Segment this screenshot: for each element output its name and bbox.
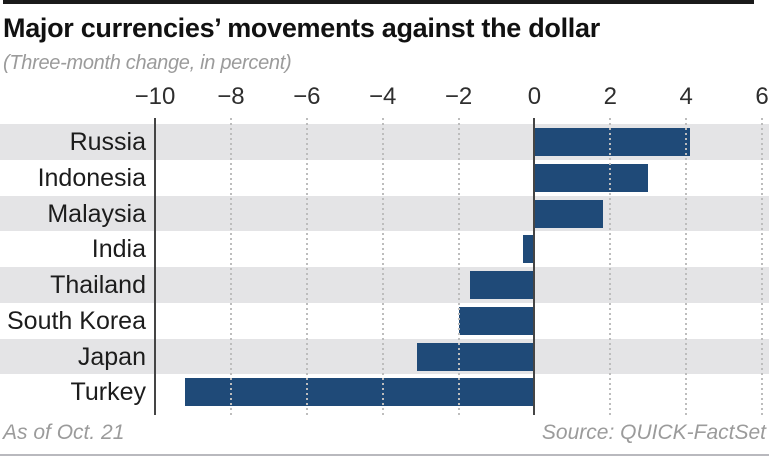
value-bar — [534, 128, 690, 156]
chart-row: India — [0, 231, 769, 267]
chart-row: Indonesia — [0, 160, 769, 196]
chart-subtitle: (Three-month change, in percent) — [3, 52, 292, 74]
x-tick-label: 6 — [755, 83, 769, 110]
country-label: Indonesia — [37, 163, 146, 192]
country-label: India — [91, 235, 146, 264]
country-label: South Korea — [7, 306, 146, 335]
chart-row: Malaysia — [0, 195, 769, 232]
top-accent-bar — [3, 0, 754, 4]
chart-rows: Russia Indonesia Malaysia India Thailand Sout… — [0, 124, 769, 410]
chart-row: Turkey — [0, 374, 769, 410]
chart-row: Japan — [0, 338, 769, 375]
value-bar — [534, 163, 649, 192]
chart-canvas: Russia Indonesia Malaysia India Thailand Sout… — [0, 118, 769, 415]
country-label: Japan — [77, 342, 146, 371]
chart-footer: As of Oct. 21 Source: QUICK-FactSet — [3, 421, 766, 449]
gridline — [229, 118, 232, 415]
bottom-rule — [0, 454, 769, 456]
value-bar — [534, 199, 603, 228]
chart-row: South Korea — [0, 303, 769, 339]
value-bar — [185, 378, 535, 407]
gridline — [381, 118, 384, 415]
country-label: Thailand — [50, 271, 146, 299]
source-note: Source: QUICK-FactSet — [541, 421, 766, 444]
country-label: Russia — [69, 128, 146, 156]
x-tick-label: −4 — [368, 83, 397, 110]
value-bar — [469, 271, 535, 299]
x-tick-label: −8 — [217, 83, 245, 110]
x-tick-label: −6 — [293, 83, 321, 110]
country-label: Turkey — [70, 378, 146, 407]
x-tick-label: 0 — [527, 83, 542, 110]
gridline — [457, 118, 460, 415]
value-bar — [522, 235, 535, 264]
x-tick-label: −10 — [134, 83, 176, 110]
y-axis-line — [154, 118, 156, 415]
chart-row: Thailand — [0, 267, 769, 303]
x-axis-tick-labels: −10 −8 −6 −4 −2 0 2 4 6 — [0, 82, 769, 112]
value-bar — [458, 306, 535, 335]
gridline — [305, 118, 308, 415]
x-tick-label: −2 — [444, 83, 473, 110]
zero-baseline — [533, 118, 536, 415]
chart-row: Russia — [0, 124, 769, 160]
x-tick-label: 4 — [679, 83, 693, 110]
country-label: Malaysia — [47, 199, 146, 228]
gridline — [685, 118, 688, 415]
gridline — [761, 118, 763, 415]
chart-title: Major currencies’ movements against the … — [3, 13, 600, 43]
x-tick-label: 2 — [603, 83, 617, 110]
value-bar — [416, 342, 535, 371]
gridline — [609, 118, 612, 415]
as-of-note: As of Oct. 21 — [3, 421, 125, 444]
